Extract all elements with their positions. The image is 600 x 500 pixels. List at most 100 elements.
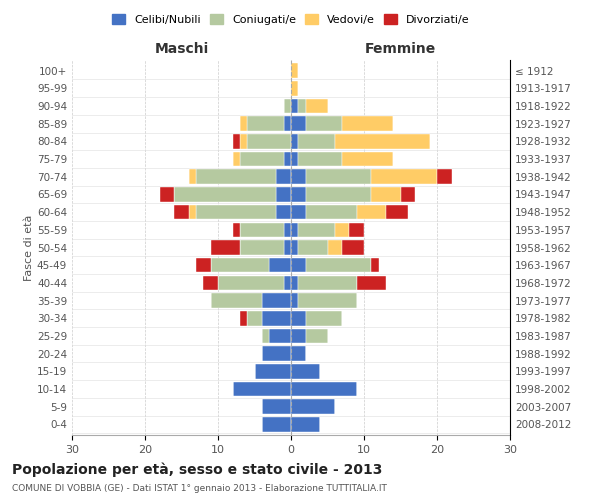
Bar (305, 328, 328, 343)
Bar (349, 222, 364, 237)
Bar (240, 311, 247, 326)
Y-axis label: Fasce di età: Fasce di età (24, 214, 34, 280)
Bar (203, 276, 218, 290)
Bar (291, 205, 305, 220)
Bar (284, 152, 291, 166)
Bar (174, 187, 277, 202)
Bar (291, 134, 298, 148)
Bar (291, 152, 298, 166)
Bar (291, 64, 298, 78)
Bar (196, 205, 277, 220)
Bar (401, 187, 415, 202)
Bar (240, 222, 284, 237)
Bar (298, 222, 335, 237)
Bar (386, 205, 408, 220)
Bar (291, 328, 305, 343)
Bar (305, 311, 342, 326)
Bar (262, 417, 291, 432)
Bar (240, 116, 247, 131)
Bar (240, 134, 247, 148)
Bar (160, 187, 174, 202)
Bar (342, 116, 393, 131)
Bar (211, 240, 240, 255)
Bar (262, 400, 291, 414)
Bar (262, 346, 291, 361)
Bar (371, 187, 401, 202)
Bar (371, 258, 379, 272)
Bar (291, 276, 298, 290)
Bar (233, 222, 240, 237)
Bar (342, 152, 393, 166)
Bar (262, 328, 269, 343)
Bar (284, 98, 291, 113)
Bar (247, 134, 291, 148)
Bar (174, 205, 189, 220)
Text: COMUNE DI VOBBIA (GE) - Dati ISTAT 1° gennaio 2013 - Elaborazione TUTTITALIA.IT: COMUNE DI VOBBIA (GE) - Dati ISTAT 1° ge… (12, 484, 387, 493)
Bar (284, 222, 291, 237)
Bar (284, 276, 291, 290)
Bar (291, 364, 320, 378)
Bar (233, 134, 240, 148)
Bar (233, 152, 240, 166)
Bar (298, 294, 356, 308)
Bar (298, 276, 356, 290)
Bar (291, 222, 298, 237)
Bar (291, 98, 298, 113)
Bar (196, 170, 277, 184)
Bar (211, 294, 262, 308)
Bar (247, 311, 262, 326)
Text: Femmine: Femmine (365, 42, 436, 56)
Bar (328, 240, 342, 255)
Bar (262, 294, 291, 308)
Bar (284, 116, 291, 131)
Bar (240, 240, 284, 255)
Bar (291, 400, 335, 414)
Bar (437, 170, 452, 184)
Bar (291, 240, 298, 255)
Bar (335, 222, 349, 237)
Bar (305, 116, 342, 131)
Bar (196, 258, 211, 272)
Bar (371, 170, 437, 184)
Bar (291, 116, 305, 131)
Bar (335, 134, 430, 148)
Bar (291, 294, 298, 308)
Bar (291, 417, 320, 432)
Bar (305, 258, 371, 272)
Bar (305, 170, 371, 184)
Legend: Celibi/Nubili, Coniugati/e, Vedovi/e, Divorziati/e: Celibi/Nubili, Coniugati/e, Vedovi/e, Di… (108, 10, 474, 29)
Bar (277, 187, 291, 202)
Text: Popolazione per età, sesso e stato civile - 2013: Popolazione per età, sesso e stato civil… (12, 462, 382, 477)
Bar (277, 170, 291, 184)
Bar (305, 98, 328, 113)
Bar (189, 170, 196, 184)
Bar (189, 205, 196, 220)
Bar (284, 240, 291, 255)
Bar (298, 152, 342, 166)
Bar (254, 364, 291, 378)
Bar (298, 240, 328, 255)
Bar (356, 276, 386, 290)
Bar (218, 276, 284, 290)
Bar (291, 187, 305, 202)
Bar (277, 205, 291, 220)
Bar (269, 328, 291, 343)
Bar (305, 205, 357, 220)
Bar (356, 205, 386, 220)
Bar (291, 346, 305, 361)
Bar (291, 311, 305, 326)
Bar (305, 187, 371, 202)
Bar (291, 81, 298, 96)
Bar (262, 311, 291, 326)
Bar (291, 170, 305, 184)
Bar (298, 98, 305, 113)
Bar (298, 134, 335, 148)
Bar (291, 258, 305, 272)
Bar (240, 152, 284, 166)
Bar (291, 382, 356, 396)
Bar (342, 240, 364, 255)
Bar (247, 116, 284, 131)
Bar (211, 258, 269, 272)
Text: Maschi: Maschi (154, 42, 209, 56)
Bar (233, 382, 291, 396)
